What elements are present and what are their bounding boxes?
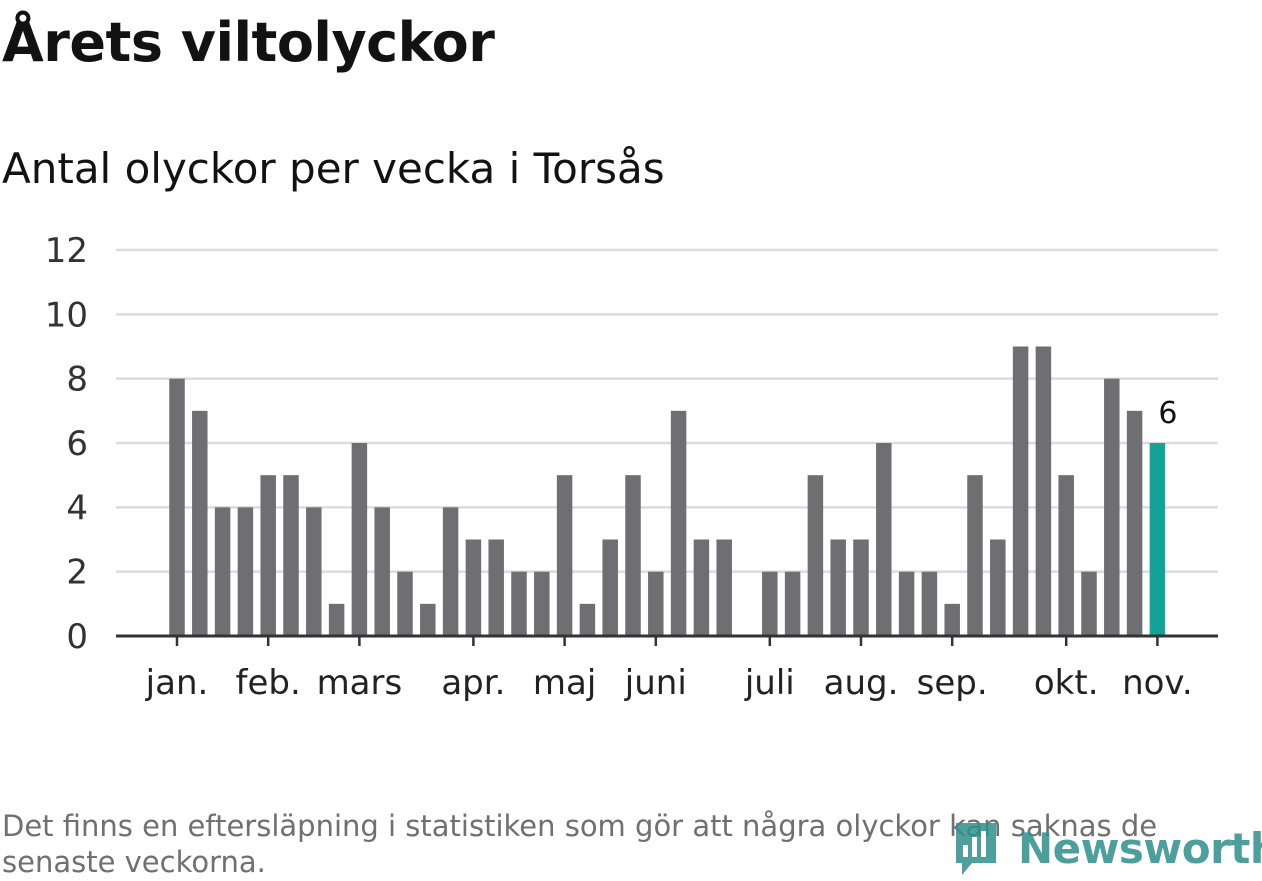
- bar: [192, 410, 208, 636]
- x-tick-label: aug.: [824, 663, 899, 703]
- bar: [214, 507, 231, 636]
- bar: [967, 475, 983, 636]
- brand-name: Newsworthy: [1018, 823, 1262, 873]
- bar: [830, 539, 846, 636]
- y-axis-ticks: 0 2 4 6 8 10 12: [45, 231, 88, 657]
- bar: [488, 539, 504, 636]
- bar: [602, 539, 618, 636]
- newsworthy-logo: Newsworthy: [952, 818, 1262, 878]
- bar: [898, 571, 915, 636]
- bar: [648, 571, 664, 636]
- bar: [921, 571, 938, 636]
- bar: [762, 571, 778, 636]
- bar: [351, 443, 368, 636]
- x-axis-ticks: jan. feb. mars apr. maj juni juli aug. sep. okt. n…: [145, 636, 1193, 703]
- bar-chart: 0 2 4 6 8 10 12 jan. feb. mars apr. maj juni juli aug…: [45, 231, 1218, 703]
- y-tick-label: 2: [66, 553, 88, 593]
- x-tick-label: nov.: [1122, 663, 1193, 703]
- bar: [1012, 346, 1029, 636]
- y-tick-label: 6: [66, 424, 88, 464]
- y-tick-label: 4: [66, 488, 88, 528]
- bar: [442, 507, 459, 636]
- bar: [534, 571, 550, 636]
- bar: [1058, 475, 1074, 636]
- bar: [260, 475, 276, 636]
- bar: [693, 539, 710, 636]
- x-tick-label: juni: [624, 663, 687, 703]
- bar: [990, 539, 1006, 636]
- x-tick-label: okt.: [1034, 663, 1099, 703]
- bar-highlight: [1149, 443, 1166, 636]
- bar: [374, 507, 390, 636]
- data-label: 6: [1158, 396, 1177, 431]
- bar: [511, 571, 527, 636]
- y-tick-label: 12: [45, 231, 88, 271]
- y-tick-label: 8: [66, 360, 88, 400]
- bar: [420, 603, 436, 636]
- newsworthy-logo-icon: [952, 819, 1000, 877]
- x-tick-label: jan.: [145, 663, 209, 703]
- bar: [944, 603, 960, 636]
- bar: [169, 378, 185, 636]
- bar: [237, 507, 254, 636]
- bar: [670, 410, 687, 636]
- bar: [716, 539, 732, 636]
- bars: [169, 346, 1166, 636]
- data-labels: 6: [1158, 396, 1177, 431]
- bar: [1035, 346, 1052, 636]
- x-tick-label: feb.: [236, 663, 301, 703]
- bar: [1104, 378, 1120, 636]
- x-tick-label: sep.: [917, 663, 988, 703]
- bar: [579, 603, 596, 636]
- bar: [876, 443, 892, 636]
- bar: [784, 571, 801, 636]
- x-tick-label: apr.: [441, 663, 505, 703]
- y-tick-label: 10: [45, 295, 88, 335]
- bar: [283, 475, 299, 636]
- bar: [328, 603, 345, 636]
- y-tick-label: 0: [66, 617, 88, 657]
- bar: [1081, 571, 1097, 636]
- bar: [556, 475, 573, 636]
- bar: [397, 571, 413, 636]
- bar: [625, 475, 641, 636]
- bar: [853, 539, 869, 636]
- bar: [1126, 410, 1143, 636]
- chart-subtitle: Antal olyckor per vecka i Torsås: [2, 144, 665, 193]
- gridlines: [116, 248, 1218, 573]
- bar: [465, 539, 482, 636]
- x-tick-label: juli: [744, 663, 795, 703]
- bar: [306, 507, 322, 636]
- x-tick-label: maj: [533, 663, 596, 703]
- bar: [807, 475, 824, 636]
- chart-title: Årets viltolyckor: [2, 11, 495, 74]
- x-tick-label: mars: [317, 663, 403, 703]
